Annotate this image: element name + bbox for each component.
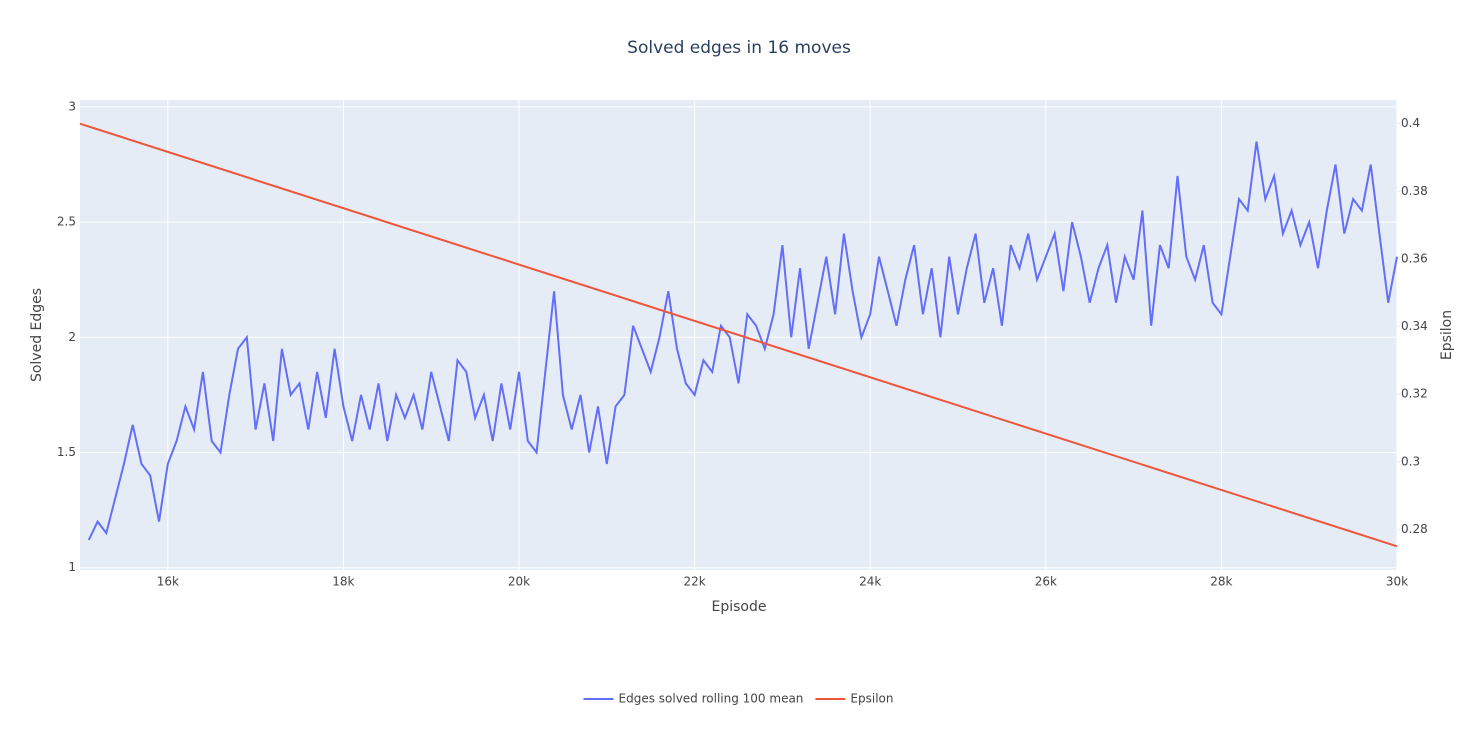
y-tick-label: 2.5 [57, 215, 76, 229]
x-tick-label: 28k [1210, 575, 1232, 589]
x-tick-label: 30k [1386, 575, 1408, 589]
y2-tick-label: 0.4 [1401, 116, 1420, 130]
x-tick-label: 20k [508, 575, 530, 589]
y-tick-label: 3 [68, 99, 76, 113]
x-tick-label: 24k [859, 575, 881, 589]
chart-title: Solved edges in 16 moves [627, 38, 851, 58]
y2-tick-label: 0.36 [1401, 251, 1428, 265]
y2-tick-label: 0.32 [1401, 387, 1428, 401]
data-line [87, 141, 1398, 541]
y-tick-label: 2 [68, 330, 76, 344]
x-tick-label: 26k [1035, 575, 1057, 589]
y-tick-label: 1.5 [57, 445, 76, 459]
data-line [79, 122, 1398, 548]
y2-tick-label: 0.3 [1401, 454, 1420, 468]
y-axis-title: Solved Edges [29, 288, 45, 382]
y2-tick-label: 0.28 [1401, 522, 1428, 536]
x-tick-label: 18k [332, 575, 354, 589]
y2-tick-label: 0.34 [1401, 319, 1428, 333]
y2-axis-title: Epsilon [1439, 310, 1455, 360]
legend-label: Epsilon [850, 692, 893, 706]
x-axis-title: Episode [712, 599, 767, 615]
x-tick-label: 22k [683, 575, 705, 589]
y2-tick-label: 0.38 [1401, 184, 1428, 198]
y-tick-label: 1 [68, 560, 76, 574]
legend-label: Edges solved rolling 100 mean [619, 692, 804, 706]
x-tick-label: 16k [157, 575, 179, 589]
